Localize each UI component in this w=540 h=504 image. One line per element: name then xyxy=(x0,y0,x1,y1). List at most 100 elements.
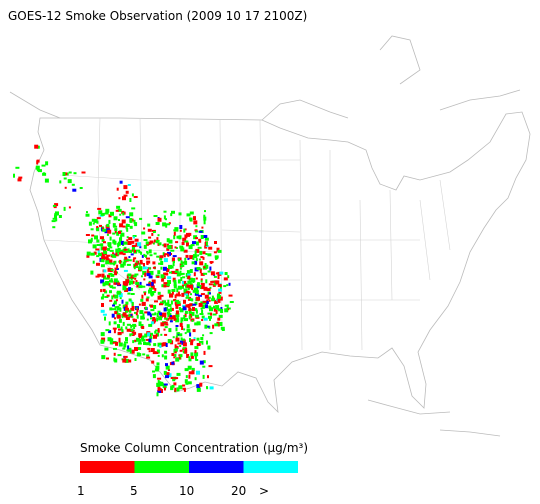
smoke-pixel xyxy=(128,256,131,259)
smoke-pixel xyxy=(197,282,200,287)
smoke-pixel xyxy=(94,251,97,255)
smoke-pixel xyxy=(103,251,108,255)
smoke-pixel xyxy=(163,383,168,386)
smoke-pixel xyxy=(167,276,172,280)
smoke-pixel xyxy=(114,271,118,276)
smoke-pixel xyxy=(184,240,189,243)
smoke-pixel xyxy=(126,328,131,332)
smoke-pixel xyxy=(122,347,126,350)
smoke-pixel xyxy=(137,342,142,345)
smoke-pixel xyxy=(164,387,166,391)
smoke-pixel xyxy=(191,370,195,375)
smoke-pixel xyxy=(127,292,131,295)
smoke-pixel xyxy=(128,298,132,302)
smoke-pixel xyxy=(119,223,124,228)
smoke-pixel xyxy=(122,253,126,256)
smoke-pixel xyxy=(155,365,160,370)
smoke-pixel xyxy=(157,217,162,222)
smoke-pixel xyxy=(177,291,180,295)
smoke-pixel xyxy=(128,287,132,292)
smoke-pixel xyxy=(148,280,151,283)
smoke-pixel xyxy=(146,273,151,277)
smoke-pixel xyxy=(119,213,122,216)
smoke-pixel xyxy=(148,236,152,239)
smoke-pixel xyxy=(191,367,195,371)
smoke-pixel xyxy=(115,341,118,346)
smoke-pixel xyxy=(122,261,126,266)
smoke-pixel xyxy=(218,291,222,294)
smoke-pixel xyxy=(111,308,116,311)
smoke-pixel xyxy=(148,289,152,294)
smoke-pixel xyxy=(179,345,182,347)
smoke-pixel xyxy=(200,279,203,283)
smoke-pixel xyxy=(171,291,174,295)
smoke-pixel xyxy=(208,246,213,250)
smoke-pixel xyxy=(112,252,115,255)
smoke-pixel xyxy=(143,244,147,249)
smoke-pixel xyxy=(121,240,124,245)
smoke-pixel xyxy=(204,245,208,249)
smoke-pixel xyxy=(179,354,183,358)
smoke-pixel xyxy=(202,334,205,337)
smoke-pixel xyxy=(179,322,183,327)
smoke-pixel xyxy=(135,242,139,247)
smoke-pixel xyxy=(183,315,186,319)
smoke-pixel xyxy=(125,314,129,317)
smoke-pixel xyxy=(180,247,185,252)
smoke-pixel xyxy=(131,349,135,354)
smoke-pixel xyxy=(152,287,155,290)
smoke-pixel xyxy=(200,256,204,259)
smoke-pixel xyxy=(125,307,129,312)
smoke-pixel xyxy=(117,253,120,256)
smoke-pixel xyxy=(63,206,66,211)
smoke-pixel xyxy=(204,237,209,241)
smoke-pixel xyxy=(200,337,204,340)
smoke-pixel xyxy=(131,193,134,197)
smoke-pixel xyxy=(195,225,198,228)
smoke-pixel xyxy=(196,384,201,389)
smoke-pixel xyxy=(174,270,179,273)
legend-swatch xyxy=(243,461,298,473)
smoke-pixel xyxy=(189,211,194,215)
smoke-pixel xyxy=(157,329,160,333)
smoke-pixel xyxy=(153,239,156,243)
smoke-pixel xyxy=(203,350,206,355)
smoke-pixel xyxy=(116,187,119,191)
smoke-pixel xyxy=(106,294,110,297)
smoke-pixel xyxy=(125,317,130,320)
smoke-pixel xyxy=(186,213,191,217)
smoke-pixel xyxy=(156,317,159,322)
smoke-pixel xyxy=(186,294,190,297)
smoke-pixel xyxy=(125,301,129,305)
smoke-pixel xyxy=(164,333,168,336)
smoke-pixel xyxy=(175,325,179,327)
smoke-pixel xyxy=(187,280,191,283)
smoke-pixel xyxy=(51,220,56,223)
smoke-pixel xyxy=(109,338,114,342)
smoke-pixel xyxy=(171,210,175,214)
smoke-pixel xyxy=(96,255,100,258)
smoke-pixel xyxy=(187,381,192,385)
smoke-pixel xyxy=(68,171,72,174)
smoke-pixel xyxy=(197,254,200,257)
smoke-pixel xyxy=(44,178,49,183)
smoke-pixel xyxy=(182,276,186,279)
smoke-pixel xyxy=(86,211,88,214)
smoke-pixel xyxy=(148,338,152,343)
smoke-pixel xyxy=(151,360,155,364)
smoke-pixel xyxy=(210,280,215,283)
smoke-pixel xyxy=(155,352,159,354)
smoke-pixel xyxy=(165,218,167,221)
smoke-pixel xyxy=(146,269,149,274)
smoke-pixel xyxy=(104,256,109,260)
smoke-pixel xyxy=(204,324,208,329)
smoke-pixel xyxy=(106,254,111,257)
smoke-pixel xyxy=(54,214,57,219)
smoke-pixel xyxy=(188,356,191,359)
smoke-pixel xyxy=(67,179,72,184)
smoke-pixel xyxy=(133,257,137,260)
smoke-pixel xyxy=(167,339,172,344)
legend-bar xyxy=(80,461,298,473)
smoke-pixel xyxy=(195,237,198,240)
smoke-pixel xyxy=(187,287,190,291)
